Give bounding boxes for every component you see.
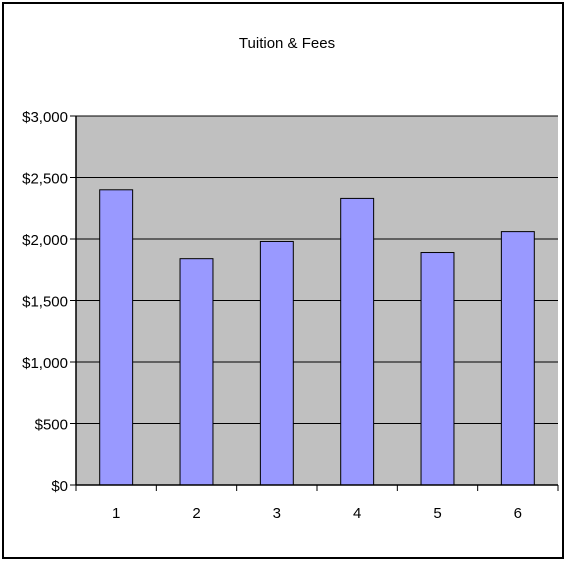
x-tick-label: 2 — [192, 505, 200, 522]
bar-4 — [340, 197, 375, 486]
y-tick-label: $3,000 — [22, 109, 68, 126]
chart-title: Tuition & Fees — [239, 35, 335, 52]
y-axis-labels: $0 $500 $1,000 $1,500 $2,000 $2,500 $3,000 — [22, 109, 68, 495]
bar-5 — [420, 252, 455, 486]
y-tick-label: $0 — [51, 478, 68, 495]
bar-2 — [179, 258, 214, 486]
y-tick-label: $500 — [35, 417, 68, 434]
x-tick-label: 4 — [353, 505, 361, 522]
y-tick-label: $1,500 — [22, 294, 68, 311]
bar-6 — [500, 231, 535, 486]
x-tick-label: 1 — [112, 505, 120, 522]
x-tick-label: 3 — [273, 505, 281, 522]
x-tick-label: 5 — [433, 505, 441, 522]
y-tick-label: $1,000 — [22, 355, 68, 372]
x-tick-label: 6 — [514, 505, 522, 522]
x-axis-labels: 1 2 3 4 5 6 — [112, 505, 522, 522]
gridlines — [76, 115, 558, 486]
axes — [70, 115, 559, 491]
bar-1 — [99, 189, 134, 486]
y-tick-label: $2,000 — [22, 232, 68, 249]
y-tick-label: $2,500 — [22, 171, 68, 188]
bar-3 — [259, 240, 294, 486]
